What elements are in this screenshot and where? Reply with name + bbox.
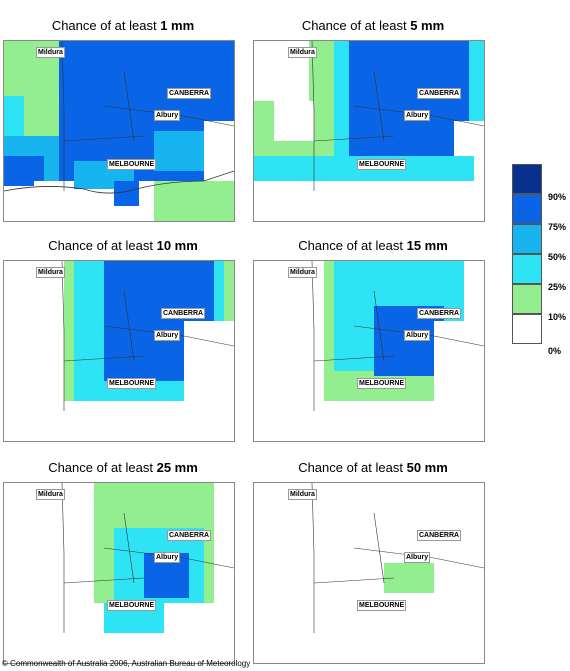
- rain-map: Mildura CANBERRA Albury MELBOURNE: [3, 482, 235, 664]
- legend-swatch-75: [512, 194, 542, 224]
- legend-swatch-50: [512, 224, 542, 254]
- legend-swatch-90: [512, 164, 542, 194]
- copyright-notice: © Commonwealth of Australia 2006, Austra…: [2, 659, 251, 668]
- city-label-mildura: Mildura: [36, 47, 65, 58]
- city-label-melbourne: MELBOURNE: [107, 600, 157, 611]
- city-label-melbourne: MELBOURNE: [357, 159, 407, 170]
- rain-map: Mildura CANBERRA Albury MELBOURNE: [3, 260, 235, 442]
- legend-label-10: 10%: [548, 312, 567, 322]
- city-label-albury: Albury: [154, 330, 181, 341]
- city-label-mildura: Mildura: [288, 267, 317, 278]
- city-label-canberra: CANBERRA: [161, 308, 206, 319]
- legend-label-25: 25%: [548, 282, 567, 292]
- panel-title: Chance of at least 50 mm: [298, 460, 448, 475]
- legend-swatch-25: [512, 254, 542, 284]
- city-label-albury: Albury: [404, 330, 431, 341]
- city-label-albury: Albury: [404, 552, 431, 563]
- city-label-albury: Albury: [404, 110, 431, 121]
- panel-title: Chance of at least 15 mm: [298, 238, 448, 253]
- city-label-canberra: CANBERRA: [167, 530, 212, 541]
- city-label-canberra: CANBERRA: [417, 308, 462, 319]
- panel-title: Chance of at least 10 mm: [48, 238, 198, 253]
- city-label-canberra: CANBERRA: [417, 530, 462, 541]
- legend-swatch-0: [512, 314, 542, 344]
- city-label-canberra: CANBERRA: [417, 88, 462, 99]
- rain-map: Mildura CANBERRA Albury MELBOURNE: [253, 40, 485, 222]
- rain-map: Mildura CANBERRA Albury MELBOURNE: [253, 260, 485, 442]
- city-label-mildura: Mildura: [288, 489, 317, 500]
- legend-label-0: 0%: [548, 346, 562, 356]
- legend-label-90: 90%: [548, 192, 567, 202]
- rain-map: Mildura CANBERRA Albury MELBOURNE: [3, 40, 235, 222]
- city-label-melbourne: MELBOURNE: [357, 378, 407, 389]
- city-label-albury: Albury: [154, 552, 181, 563]
- legend-swatch-10: [512, 284, 542, 314]
- rain-map: Mildura CANBERRA Albury MELBOURNE: [253, 482, 485, 664]
- legend-label-75: 75%: [548, 222, 567, 232]
- city-label-mildura: Mildura: [288, 47, 317, 58]
- city-label-melbourne: MELBOURNE: [107, 159, 157, 170]
- legend-label-50: 50%: [548, 252, 567, 262]
- city-label-melbourne: MELBOURNE: [107, 378, 157, 389]
- city-label-mildura: Mildura: [36, 267, 65, 278]
- panel-title: Chance of at least 1 mm: [51, 18, 195, 33]
- city-label-canberra: CANBERRA: [167, 88, 212, 99]
- city-label-melbourne: MELBOURNE: [357, 600, 407, 611]
- panel-title: Chance of at least 5 mm: [301, 18, 445, 33]
- panel-title: Chance of at least 25 mm: [48, 460, 198, 475]
- city-label-albury: Albury: [154, 110, 181, 121]
- city-label-mildura: Mildura: [36, 489, 65, 500]
